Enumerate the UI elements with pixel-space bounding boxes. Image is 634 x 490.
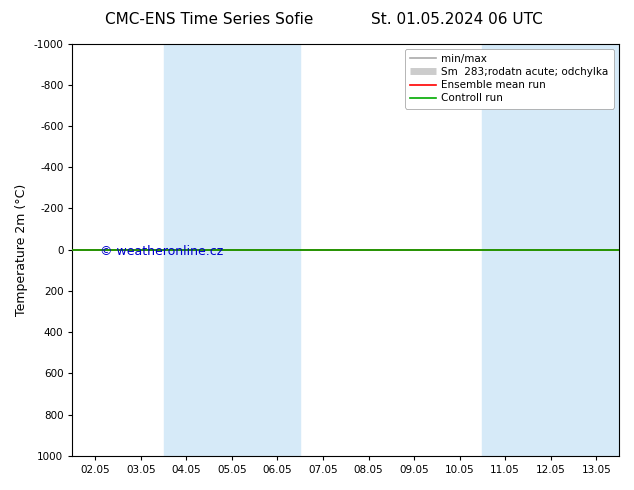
- Legend: min/max, Sm  283;rodatn acute; odchylka, Ensemble mean run, Controll run: min/max, Sm 283;rodatn acute; odchylka, …: [405, 49, 614, 108]
- Bar: [164, 44, 300, 456]
- Bar: [482, 44, 619, 456]
- Y-axis label: Temperature 2m (°C): Temperature 2m (°C): [15, 184, 28, 316]
- Text: © weatheronline.cz: © weatheronline.cz: [100, 245, 223, 258]
- Text: St. 01.05.2024 06 UTC: St. 01.05.2024 06 UTC: [371, 12, 542, 27]
- Text: CMC-ENS Time Series Sofie: CMC-ENS Time Series Sofie: [105, 12, 313, 27]
